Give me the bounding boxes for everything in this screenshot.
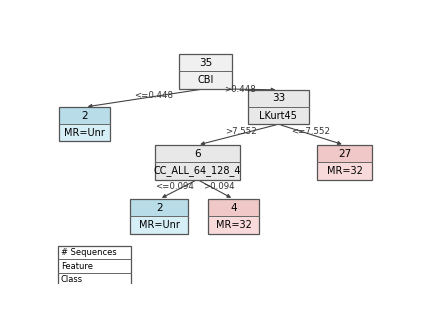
Text: CBI: CBI [197,75,213,85]
Bar [59,124,110,141]
Text: <=0.094: <=0.094 [155,182,194,191]
Bar [179,54,232,71]
Text: 4: 4 [230,203,236,213]
Bar [59,107,110,141]
Bar [247,90,308,107]
Bar [130,199,188,234]
Bar [59,107,110,124]
Bar [155,145,239,162]
Text: >7.552: >7.552 [225,127,256,136]
Text: 27: 27 [337,149,351,159]
Bar [247,90,308,124]
Bar [155,162,239,180]
Bar [207,199,259,216]
Text: CC_ALL_64_128_4: CC_ALL_64_128_4 [153,166,241,176]
Bar [130,216,188,234]
Bar [247,107,308,124]
Bar [58,246,131,286]
Bar [130,199,188,216]
Bar [207,199,259,234]
Text: 2: 2 [81,111,88,121]
Text: <=7.552: <=7.552 [291,127,330,136]
Text: 33: 33 [271,93,285,103]
Bar [317,162,371,180]
Bar [179,54,232,89]
Bar [317,145,371,180]
Text: 2: 2 [155,203,162,213]
Text: # Sequences: # Sequences [61,248,116,257]
Text: 35: 35 [199,58,212,68]
Text: Class: Class [61,275,83,284]
Text: >0.448: >0.448 [224,85,256,93]
Text: Feature: Feature [61,262,93,271]
Text: MR=Unr: MR=Unr [64,128,105,138]
Bar [317,145,371,162]
Bar [155,145,239,180]
Text: MR=Unr: MR=Unr [138,220,179,230]
Bar [179,71,232,89]
Text: LKurt45: LKurt45 [259,111,296,121]
Text: <=0.448: <=0.448 [134,91,173,100]
Text: >0.094: >0.094 [203,182,235,191]
Bar [207,216,259,234]
Text: MR=32: MR=32 [326,166,362,176]
Text: MR=32: MR=32 [215,220,251,230]
Text: 6: 6 [193,149,200,159]
